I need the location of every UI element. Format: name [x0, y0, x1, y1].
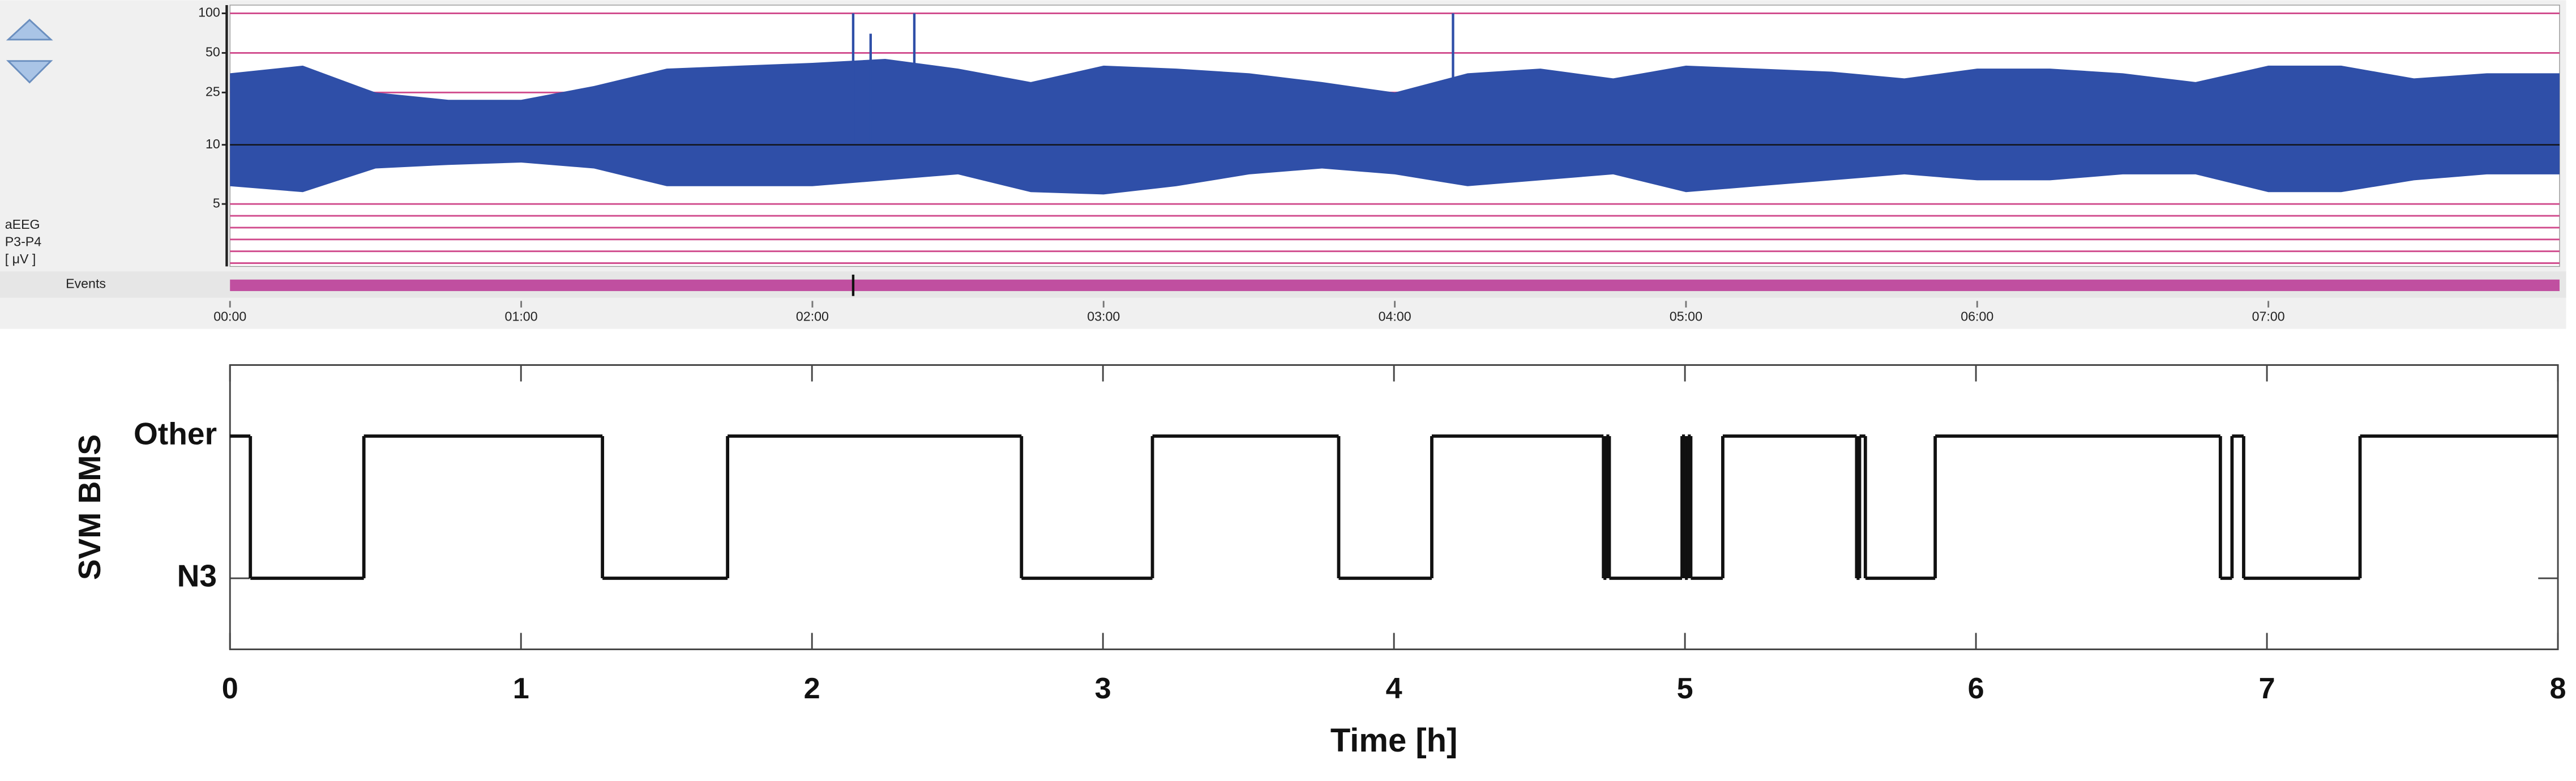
- aeeg-upper-envelope: [230, 59, 2560, 145]
- x-tick-label: 03:00: [1087, 309, 1120, 323]
- x-tick-label: 8: [2550, 672, 2566, 705]
- x-tick-label: 4: [1386, 672, 1402, 705]
- aeeg-lower-envelope: [230, 144, 2560, 195]
- y-tick-label: 100: [198, 5, 220, 20]
- x-tick-label: 0: [222, 672, 238, 705]
- x-axis-label: Time [h]: [1330, 722, 1458, 759]
- x-tick-label: 06:00: [1961, 309, 1993, 323]
- step-axes-frame: [229, 364, 2559, 650]
- x-tick-label: 02:00: [796, 309, 829, 323]
- events-bar: [230, 279, 2560, 291]
- y-tick-label: 10: [206, 136, 220, 151]
- y-tick-label: Other: [134, 416, 217, 451]
- x-tick-label: 07:00: [2252, 309, 2285, 323]
- x-tick-label: 04:00: [1379, 309, 1411, 323]
- x-tick-label: 3: [1095, 672, 1111, 705]
- y-tick-label: 50: [206, 45, 220, 59]
- channel-label: [ μV ]: [5, 251, 36, 266]
- x-tick-label: 00:00: [213, 309, 246, 323]
- x-tick-label: 05:00: [1670, 309, 1702, 323]
- events-label: Events: [66, 276, 106, 291]
- y-tick-label: 5: [213, 195, 220, 210]
- y-tick-label: N3: [177, 558, 217, 594]
- y-tick-label: 25: [206, 84, 220, 99]
- scroll-down-arrow[interactable]: [6, 60, 53, 84]
- x-tick-label: 01:00: [505, 309, 538, 323]
- channel-label: aEEG: [5, 217, 40, 232]
- x-tick-label: 6: [1968, 672, 1984, 705]
- x-tick-label: 7: [2259, 672, 2275, 705]
- scroll-up-arrow[interactable]: [6, 19, 53, 41]
- x-tick-label: 2: [804, 672, 820, 705]
- x-tick-label: 1: [513, 672, 529, 705]
- channel-label: P3-P4: [5, 234, 42, 249]
- y-axis-label: SVM BMS: [72, 434, 107, 580]
- x-tick-label: 5: [1677, 672, 1693, 705]
